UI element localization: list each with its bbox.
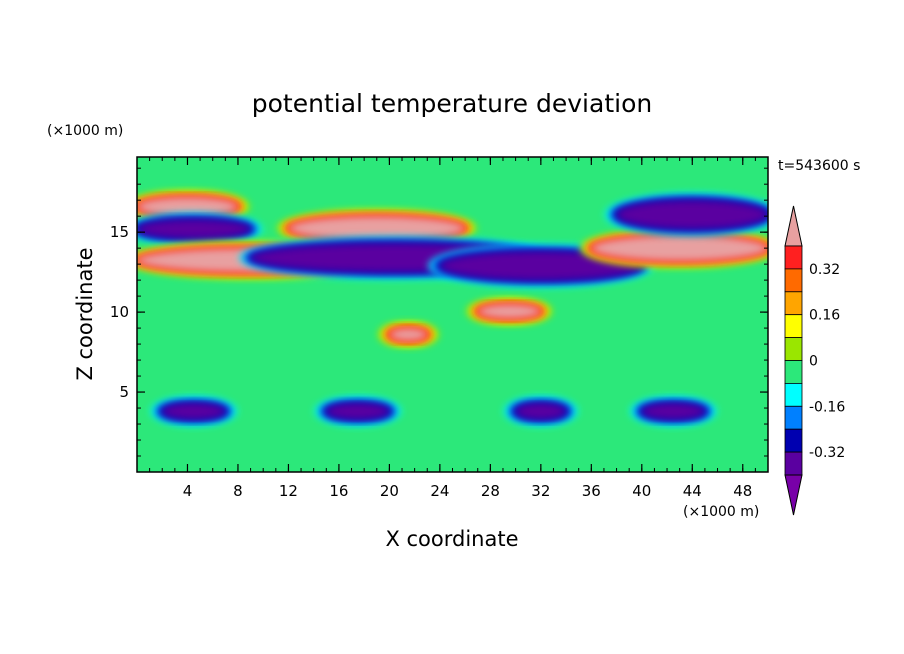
x-tick-label: 40 (632, 482, 651, 500)
field-feature-cold (604, 192, 768, 237)
colorbar: 0.32 0.16 0 -0.16 -0.32 (784, 205, 845, 516)
colorbar-segment (784, 245, 803, 270)
x-tick-label: 44 (683, 482, 702, 500)
field-feature-cold (314, 396, 402, 427)
x-tick-label: 16 (329, 482, 348, 500)
x-axis-label: X coordinate (385, 527, 518, 551)
field-feature-cold (137, 212, 263, 246)
colorbar-segment (784, 428, 803, 453)
y-tick-label: 5 (119, 383, 129, 401)
x-axis-unit: (×1000 m) (683, 504, 759, 520)
plot-area (137, 157, 768, 472)
x-tick-label: 8 (233, 482, 243, 500)
colorbar-label: -0.32 (809, 445, 845, 461)
y-axis: 5 10 15 (110, 167, 768, 457)
field-feature-cold (629, 396, 717, 427)
x-tick-label: 36 (582, 482, 601, 500)
colorbar-segment (784, 337, 803, 361)
x-tick-label: 28 (481, 482, 500, 500)
field-feature-cold (503, 396, 579, 427)
x-tick-label: 12 (279, 482, 298, 500)
y-axis-label: Z coordinate (73, 247, 97, 380)
colorbar-label: -0.16 (809, 399, 845, 415)
colorbar-segment (784, 382, 803, 407)
colorbar-segment (784, 314, 803, 339)
field-feature-warm (377, 320, 440, 349)
x-tick-label: 48 (733, 482, 752, 500)
colorbar-label: 0 (809, 354, 818, 370)
x-axis: 4 8 12 16 20 24 28 32 36 40 44 48 (149, 157, 756, 500)
chart-title: potential temperature deviation (252, 89, 652, 118)
y-axis-unit: (×1000 m) (47, 123, 123, 139)
colorbar-segment (784, 360, 803, 384)
field-feature-warm (465, 296, 553, 326)
x-tick-label: 24 (430, 482, 449, 500)
x-tick-label: 20 (380, 482, 399, 500)
field-feature-cold (150, 396, 238, 427)
colorbar-upper-extension (784, 205, 803, 247)
colorbar-segment (784, 451, 803, 476)
colorbar-label: 0.32 (809, 262, 840, 278)
colorbar-segment (784, 405, 803, 430)
field-layer (137, 189, 768, 427)
colorbar-label: 0.16 (809, 308, 840, 324)
colorbar-segment (784, 291, 803, 316)
colorbar-lower-extension (784, 474, 803, 516)
y-tick-label: 10 (110, 303, 129, 321)
field-feature-warm (579, 228, 768, 269)
y-tick-label: 15 (110, 223, 129, 241)
colorbar-segment (784, 268, 803, 293)
x-tick-label: 4 (183, 482, 193, 500)
x-tick-label: 32 (531, 482, 550, 500)
time-label: t=543600 s (778, 158, 860, 174)
